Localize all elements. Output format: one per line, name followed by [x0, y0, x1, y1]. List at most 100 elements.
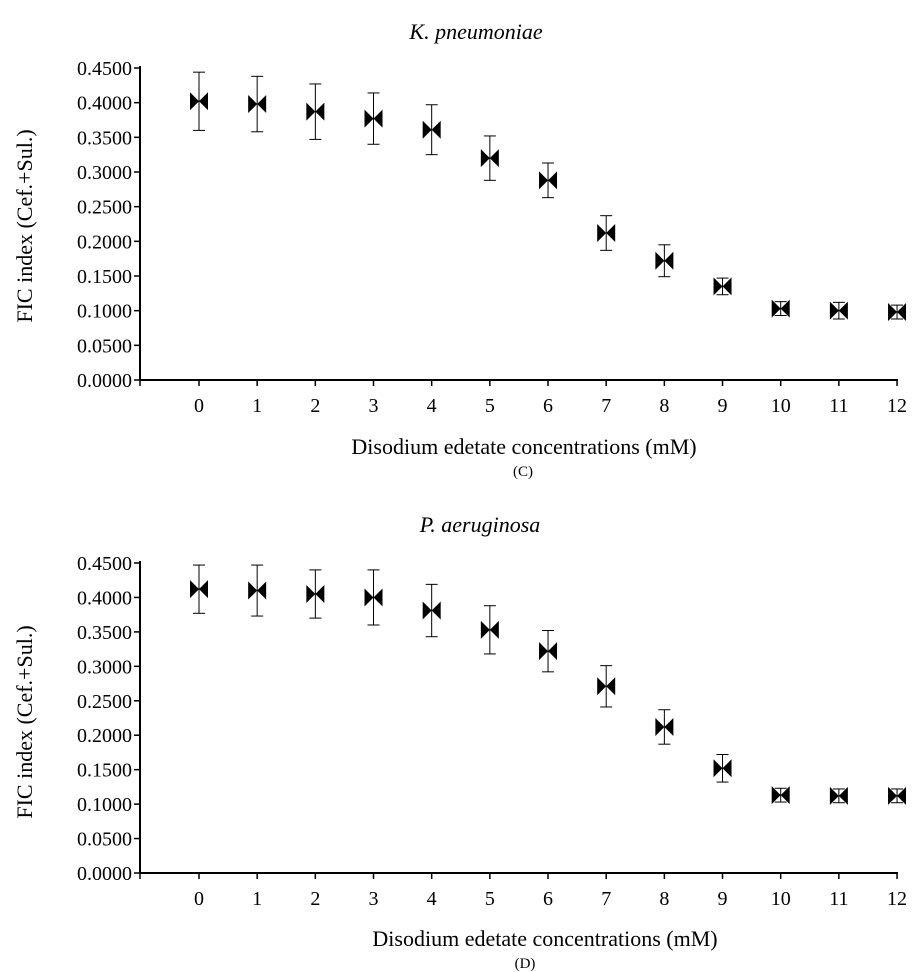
marker-right-triangle [315, 102, 325, 121]
y-tick-label: 0.1500 [77, 266, 132, 288]
y-axis-label: FIC index (Cef.+Sul.) [12, 129, 37, 322]
x-tick-label: 2 [310, 888, 320, 910]
x-axis-label: Disodium edetate concentrations (mM) [351, 434, 696, 459]
y-tick-label: 0.3500 [77, 622, 132, 644]
marker-right-triangle [664, 251, 674, 270]
data-point [190, 71, 208, 131]
marker-right-triangle [664, 717, 674, 736]
marker-right-triangle [257, 581, 267, 600]
y-tick-label: 0.2500 [77, 691, 132, 713]
x-tick-label: 6 [543, 888, 553, 910]
marker-left-triangle [597, 677, 607, 696]
marker-right-triangle [838, 301, 848, 320]
x-tick-label: 2 [310, 395, 320, 417]
x-tick-label: 3 [369, 395, 379, 417]
data-point [248, 564, 267, 617]
y-tick-label: 0.4500 [77, 58, 132, 80]
y-tick-label: 0.3000 [77, 656, 132, 678]
marker-left-triangle [771, 299, 781, 318]
data-point [655, 244, 674, 278]
data-point [829, 786, 848, 805]
x-tick-label: 9 [718, 888, 728, 910]
data-point [713, 277, 732, 296]
marker-right-triangle [897, 303, 907, 322]
y-tick-label: 0.1000 [77, 794, 132, 816]
chart-title: K. pneumoniae [408, 19, 542, 44]
x-tick-label: 9 [718, 395, 728, 417]
data-point [713, 754, 732, 783]
x-tick-label: 6 [543, 395, 553, 417]
marker-left-triangle [422, 120, 432, 139]
chart-panel-p-aeruginosa: P. aeruginosa FIC index (Cef.+Sul.) Diso… [12, 512, 907, 972]
marker-right-triangle [257, 95, 267, 114]
marker-left-triangle [655, 251, 665, 270]
data-point [364, 569, 383, 626]
marker-right-triangle [199, 92, 208, 111]
data-point [248, 75, 267, 133]
marker-left-triangle [480, 620, 490, 639]
y-tick-label: 0.4500 [77, 553, 132, 575]
marker-right-triangle [373, 109, 383, 128]
y-tick-label: 0.1000 [77, 301, 132, 323]
data-point [655, 709, 674, 745]
marker-right-triangle [489, 149, 499, 168]
x-tick-label: 0 [194, 395, 204, 417]
data-point [422, 104, 441, 156]
y-tick-label: 0.4000 [77, 93, 132, 115]
marker-left-triangle [422, 601, 432, 620]
marker-right-triangle [373, 588, 383, 607]
x-tick-label: 11 [829, 888, 848, 910]
y-tick-label: 0.0000 [77, 863, 132, 885]
marker-right-triangle [548, 642, 558, 661]
marker-left-triangle [539, 642, 549, 661]
marker-left-triangle [190, 92, 199, 111]
marker-right-triangle [780, 786, 790, 805]
data-point [480, 135, 499, 181]
x-tick-label: 0 [194, 888, 204, 910]
marker-left-triangle [713, 759, 723, 778]
marker-left-triangle [597, 224, 607, 243]
x-tick-label: 4 [427, 395, 437, 417]
marker-left-triangle [306, 102, 316, 121]
y-tick-label: 0.3000 [77, 162, 132, 184]
x-tick-label: 11 [829, 395, 848, 417]
x-tick-label: 8 [659, 888, 669, 910]
data-point [888, 786, 907, 805]
x-tick-label: 3 [369, 888, 379, 910]
y-axis-label: FIC index (Cef.+Sul.) [12, 625, 37, 818]
marker-right-triangle [838, 786, 848, 805]
data-point [422, 583, 441, 638]
marker-right-triangle [315, 585, 325, 603]
y-tick-label: 0.0500 [77, 829, 132, 851]
y-tick-label: 0.0500 [77, 335, 132, 357]
marker-left-triangle [364, 588, 374, 607]
axes: 0.0000 0.0500 0.1000 0.1500 0.2000 0.2500 0.30… [77, 58, 907, 417]
marker-right-triangle [897, 786, 907, 805]
y-tick-label: 0.1500 [77, 760, 132, 782]
panel-label: (D) [515, 956, 536, 972]
data-point [597, 215, 616, 251]
data-point [539, 162, 558, 199]
chart-panel-k-pneumoniae: K. pneumoniae FIC index (Cef.+Sul.) Diso… [12, 19, 907, 480]
chart-title: P. aeruginosa [419, 512, 541, 537]
marker-right-triangle [548, 171, 558, 190]
x-tick-label: 5 [485, 888, 495, 910]
marker-right-triangle [722, 277, 732, 296]
marker-right-triangle [606, 224, 616, 243]
marker-left-triangle [655, 717, 665, 736]
x-tick-label: 1 [252, 395, 262, 417]
data-point [771, 786, 790, 805]
x-axis-label: Disodium edetate concentrations (mM) [372, 926, 717, 951]
marker-left-triangle [888, 786, 898, 805]
marker-right-triangle [722, 759, 732, 778]
y-tick-label: 0.2500 [77, 197, 132, 219]
y-tick-label: 0.0000 [77, 370, 132, 392]
data-point [539, 630, 558, 673]
marker-left-triangle [829, 786, 839, 805]
marker-left-triangle [771, 786, 781, 805]
data-point [480, 605, 499, 655]
marker-right-triangle [431, 601, 441, 620]
x-tick-label: 1 [252, 888, 262, 910]
panel-label: (C) [513, 464, 533, 480]
